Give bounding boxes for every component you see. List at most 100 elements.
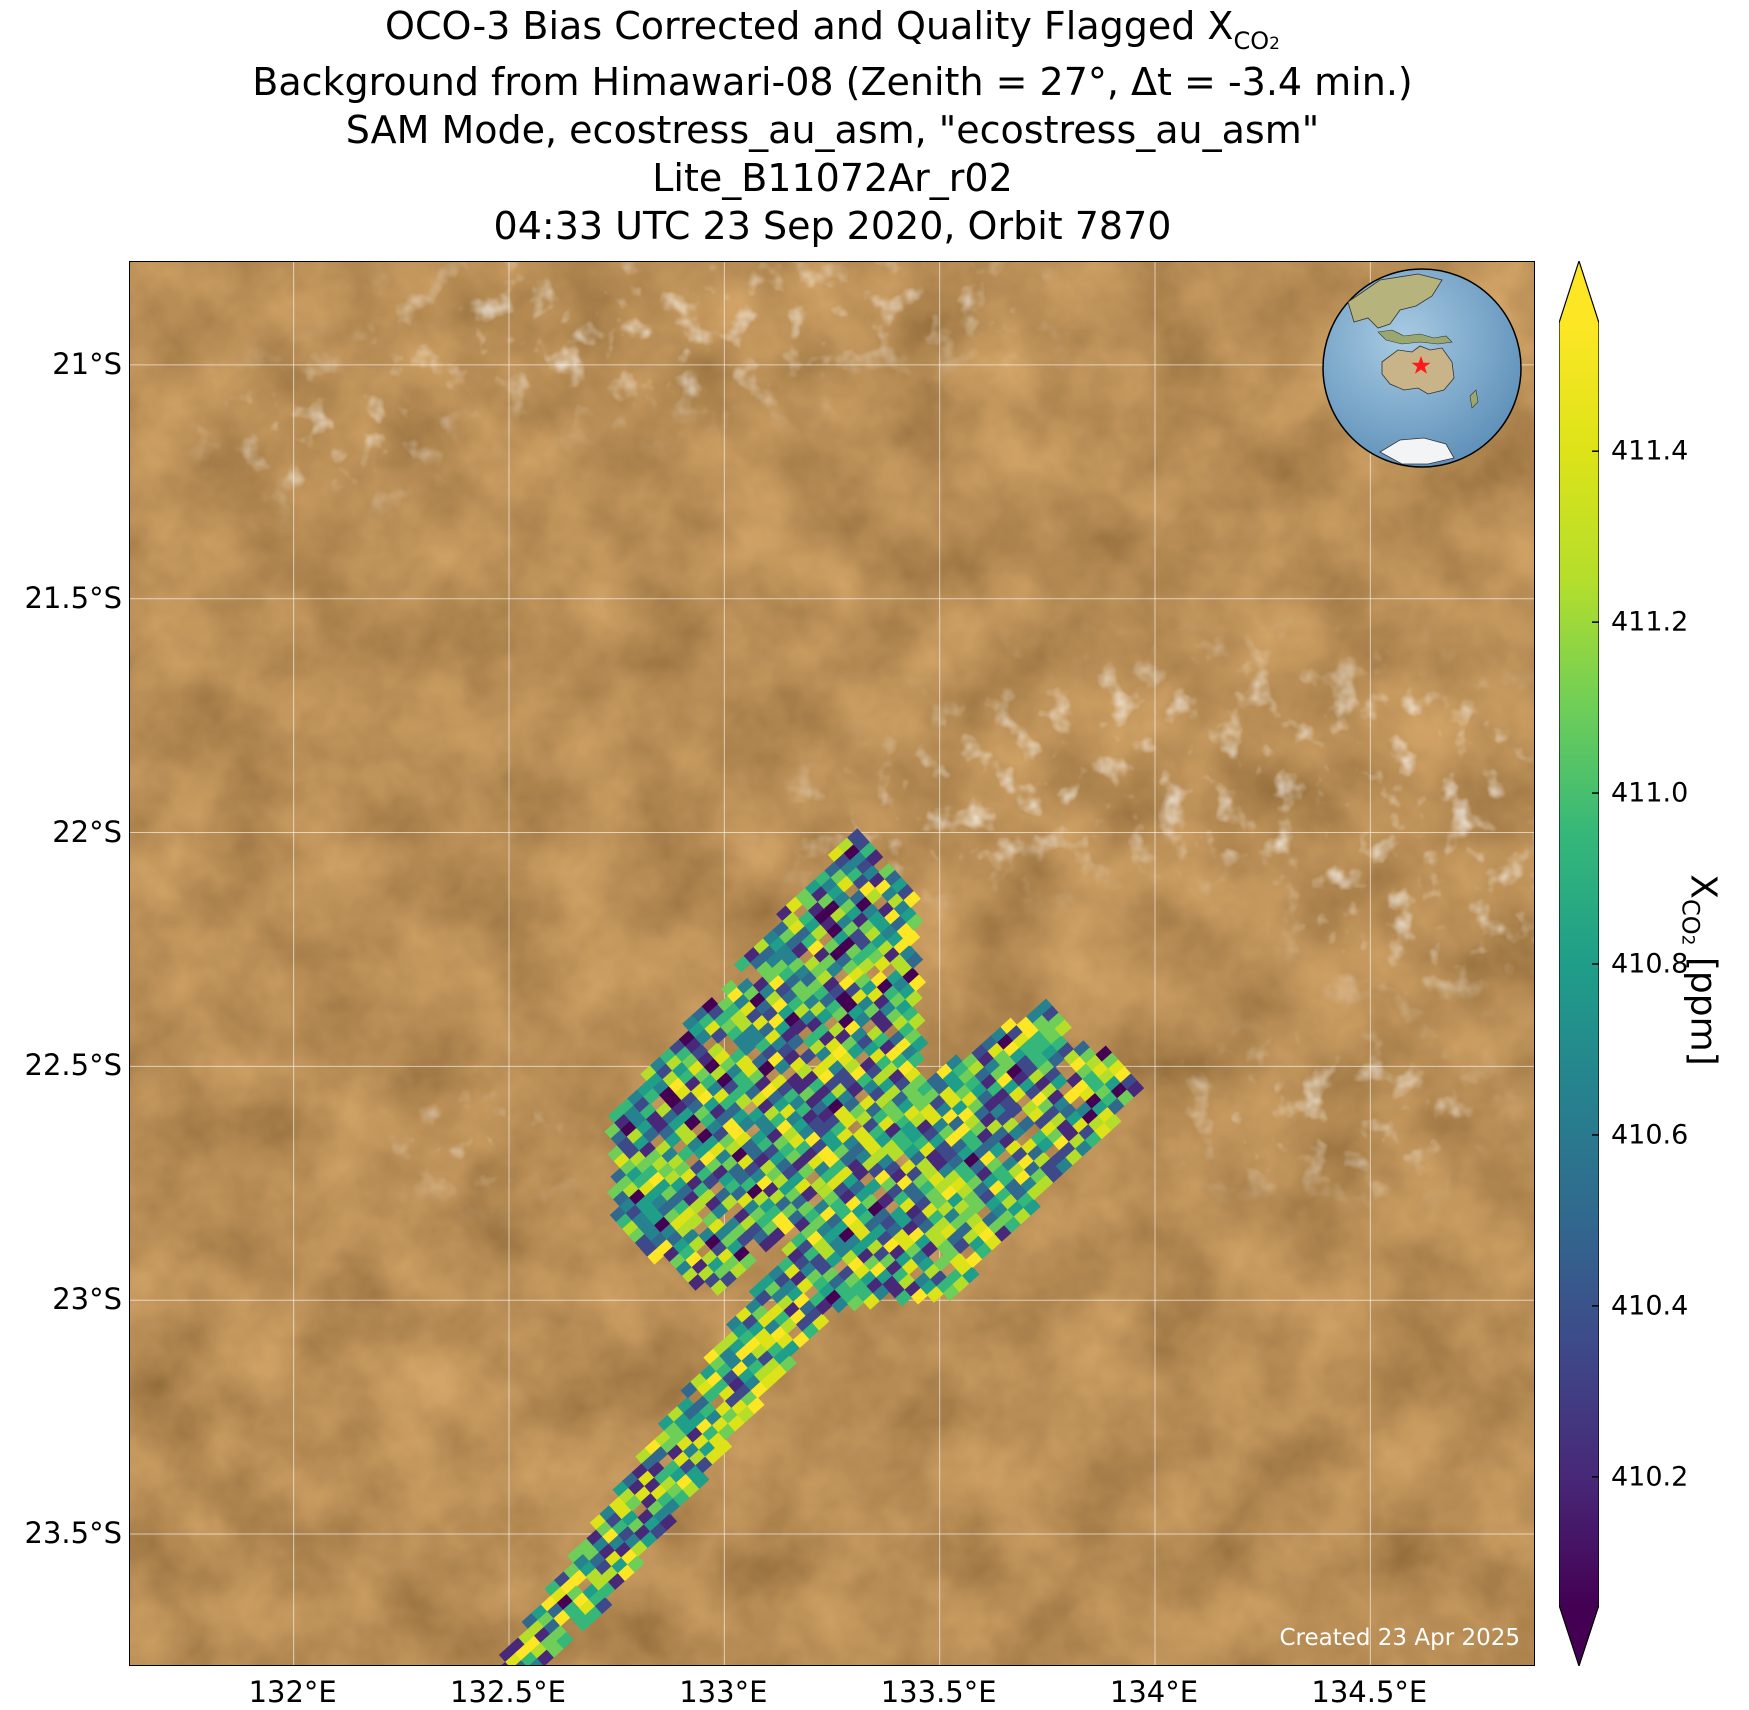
sounding-cell bbox=[728, 1337, 747, 1355]
title-line-3: SAM Mode, ecostress_au_asm, "ecostress_a… bbox=[345, 108, 1320, 152]
sounding-cell bbox=[1002, 1116, 1020, 1135]
sounding-cell bbox=[845, 943, 863, 961]
sounding-cell bbox=[866, 1276, 884, 1295]
sounding-cell bbox=[757, 1311, 776, 1329]
sounding-cell bbox=[1038, 1059, 1056, 1077]
sounding-cell bbox=[669, 1214, 688, 1232]
sounding-cell bbox=[743, 1160, 762, 1178]
sounding-cell bbox=[714, 1186, 733, 1204]
sounding-cell bbox=[735, 1092, 753, 1110]
sounding-cell bbox=[803, 955, 822, 973]
sounding-cell bbox=[821, 1090, 839, 1109]
sounding-cell bbox=[767, 1302, 785, 1321]
sounding-cell bbox=[872, 1283, 891, 1302]
sounding-cell bbox=[1072, 1078, 1091, 1096]
sounding-cell bbox=[818, 1068, 836, 1086]
sounding-cell bbox=[585, 1567, 604, 1585]
sounding-cell bbox=[785, 896, 804, 914]
sounding-cell bbox=[922, 1125, 941, 1143]
sounding-cell bbox=[712, 1339, 731, 1357]
sounding-cell bbox=[853, 835, 871, 853]
title-line-5: 04:33 UTC 23 Sep 2020, Orbit 7870 bbox=[493, 204, 1172, 248]
lat-tick-label-4: 23°S bbox=[52, 1282, 122, 1317]
sounding-cell bbox=[744, 1374, 762, 1392]
colorbar-tick-label-4: 411.0 bbox=[1611, 777, 1689, 809]
sounding-cell bbox=[994, 1186, 1013, 1204]
sounding-cell bbox=[930, 1269, 948, 1288]
sounding-cell bbox=[903, 1104, 922, 1122]
sounding-cell bbox=[594, 1596, 613, 1615]
sounding-cell bbox=[876, 1229, 895, 1248]
sounding-cell bbox=[711, 1202, 729, 1220]
sounding-cell bbox=[809, 1290, 827, 1309]
sounding-cell bbox=[883, 984, 901, 1002]
sounding-cell bbox=[732, 1322, 750, 1340]
sounding-cell bbox=[1088, 1115, 1106, 1133]
sounding-cell bbox=[730, 1223, 748, 1241]
sounding-cell bbox=[735, 1344, 753, 1362]
sounding-cell bbox=[1066, 1071, 1084, 1089]
sounding-cell bbox=[630, 1111, 648, 1130]
sounding-cell bbox=[588, 1590, 607, 1608]
sounding-cell bbox=[540, 1633, 558, 1651]
sounding-cell bbox=[795, 1101, 813, 1119]
sounding-cell bbox=[611, 1556, 629, 1575]
created-date-label: Created 23 Apr 2025 bbox=[1279, 1625, 1520, 1651]
sounding-cell bbox=[642, 1163, 660, 1182]
sounding-cell bbox=[685, 1250, 703, 1269]
sounding-cell bbox=[718, 1423, 736, 1441]
sounding-cell bbox=[1055, 1156, 1074, 1175]
sounding-cell bbox=[786, 1285, 805, 1303]
sounding-cell bbox=[844, 1271, 862, 1289]
sounding-cell bbox=[543, 1617, 562, 1636]
sounding-cell bbox=[709, 1141, 727, 1159]
sounding-cell bbox=[804, 1130, 823, 1149]
sounding-cell bbox=[627, 1555, 645, 1573]
sounding-cell bbox=[798, 1085, 817, 1103]
sounding-cell bbox=[763, 1143, 781, 1161]
sounding-cell bbox=[659, 1047, 677, 1065]
sounding-cell bbox=[1107, 1097, 1125, 1115]
sounding-cell bbox=[660, 1436, 679, 1455]
lat-tick-label-2: 22°S bbox=[52, 814, 122, 849]
sounding-cell bbox=[1054, 1019, 1072, 1037]
sounding-cell bbox=[884, 1083, 903, 1102]
sounding-cell bbox=[757, 1349, 775, 1368]
sounding-cell bbox=[730, 1184, 749, 1203]
sounding-cell bbox=[863, 1040, 881, 1058]
sounding-cell bbox=[748, 1030, 767, 1048]
sounding-cell bbox=[941, 1108, 960, 1126]
sounding-cell bbox=[980, 1111, 998, 1129]
sounding-cell bbox=[842, 1134, 861, 1152]
sounding-cell bbox=[675, 1045, 693, 1063]
sounding-cell bbox=[926, 1109, 944, 1128]
sounding-cell bbox=[983, 1095, 1001, 1114]
sounding-cell bbox=[963, 1189, 981, 1208]
sounding-cell bbox=[788, 1132, 807, 1150]
sounding-cell bbox=[790, 1231, 809, 1249]
sounding-cell bbox=[817, 892, 835, 910]
target-star-icon bbox=[1411, 356, 1431, 374]
sounding-cell bbox=[976, 1165, 994, 1183]
sounding-cell bbox=[536, 1649, 555, 1665]
sounding-cell bbox=[566, 1546, 585, 1564]
sounding-cell bbox=[683, 1403, 701, 1422]
sounding-cell bbox=[875, 1092, 893, 1110]
sounding-cell bbox=[1011, 1146, 1029, 1164]
sounding-cell bbox=[764, 1028, 783, 1046]
sounding-cell bbox=[822, 976, 841, 994]
sounding-cell bbox=[820, 876, 839, 895]
sounding-cell bbox=[975, 1242, 993, 1260]
sounding-cell bbox=[733, 1207, 752, 1225]
inset-globe bbox=[1322, 268, 1522, 468]
sounding-cell bbox=[859, 880, 877, 898]
sounding-cell bbox=[796, 1063, 814, 1081]
sounding-cell bbox=[1026, 1007, 1044, 1025]
sounding-cell bbox=[950, 1175, 968, 1194]
sounding-cell bbox=[916, 1118, 934, 1136]
sounding-cell bbox=[749, 1205, 767, 1223]
sounding-cell bbox=[582, 1583, 600, 1601]
sounding-cell bbox=[976, 1127, 995, 1145]
sounding-cell bbox=[644, 1476, 662, 1495]
sounding-cell bbox=[663, 1245, 681, 1263]
